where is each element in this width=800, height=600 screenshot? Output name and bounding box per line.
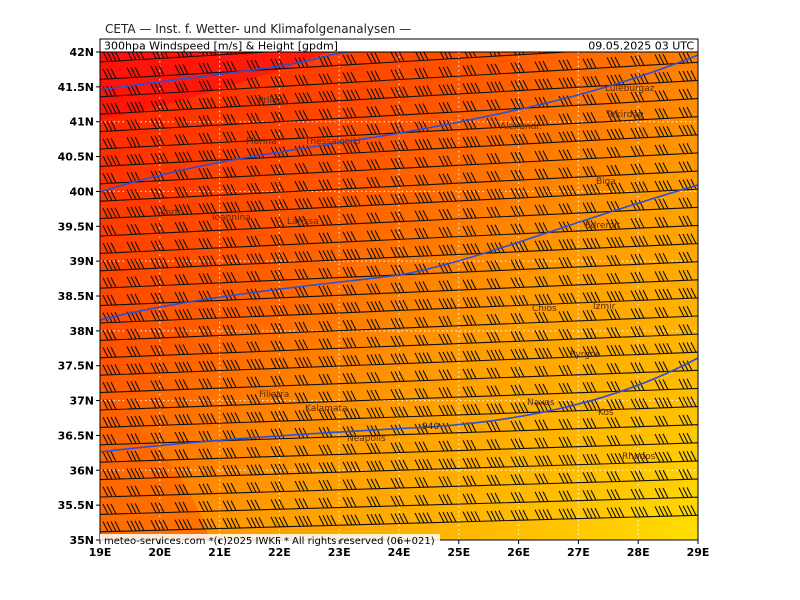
barb-row bbox=[100, 52, 276, 63]
lat-label: 36.5N bbox=[58, 429, 94, 442]
city-label: Neapolis bbox=[347, 434, 386, 444]
city-label: Biga bbox=[596, 177, 616, 187]
city-label: Izmir bbox=[593, 302, 616, 312]
city-label: Thessaloniki bbox=[305, 137, 361, 147]
barb-row bbox=[100, 432, 698, 463]
lat-label: 37N bbox=[69, 395, 94, 408]
lat-label: 36N bbox=[69, 464, 94, 477]
footer: meteo-services.com *(c)2025 IWKF * All r… bbox=[104, 536, 435, 547]
footer-bg bbox=[100, 534, 440, 546]
city-label: Larissa bbox=[287, 217, 319, 227]
city-label: Edremit bbox=[585, 221, 621, 231]
barb-row bbox=[100, 505, 698, 533]
grid bbox=[100, 52, 698, 540]
lat-label: 35.5N bbox=[58, 499, 94, 512]
city-label: Kalamata bbox=[305, 404, 348, 414]
lon-label: 19E bbox=[89, 546, 112, 559]
barb-row bbox=[100, 324, 698, 359]
lat-label: 38.5N bbox=[58, 290, 94, 303]
axes: 19E 20E 21E 22E 23E 24E 25E 26E 27E 28E 29E 42N 41.5… bbox=[58, 46, 710, 559]
plot: 940 bbox=[100, 52, 698, 540]
barb-row bbox=[100, 161, 698, 202]
barb-row bbox=[100, 378, 698, 411]
barb-row bbox=[100, 396, 698, 428]
barb-row bbox=[100, 306, 698, 341]
barb-row bbox=[100, 468, 698, 498]
city-label: Kos bbox=[598, 408, 614, 418]
lon-label: 26E bbox=[507, 546, 530, 559]
barb-row bbox=[100, 179, 698, 220]
lat-label: 37.5N bbox=[58, 360, 94, 373]
city-label: Korfu bbox=[160, 208, 184, 218]
product: 300hpa Windspeed [m/s] & Height [gpdm] bbox=[104, 40, 338, 53]
city-label: Alexandr. bbox=[500, 122, 543, 132]
lat-label: 40.5N bbox=[58, 151, 94, 164]
lon-label: 28E bbox=[627, 546, 650, 559]
institute: CETA — Inst. f. Wetter- und Klimafolgena… bbox=[105, 22, 411, 36]
barb-row bbox=[100, 450, 698, 481]
lat-label: 39N bbox=[69, 255, 94, 268]
barb-row bbox=[100, 342, 698, 376]
barb-row bbox=[100, 269, 698, 307]
lat-label: 38N bbox=[69, 325, 94, 338]
wind-barbs bbox=[100, 52, 698, 533]
city-label: Rhodos bbox=[622, 452, 656, 462]
city-label: Luleburgaz bbox=[605, 84, 655, 94]
lon-label: 22E bbox=[268, 546, 291, 559]
height-contours bbox=[100, 52, 698, 453]
lon-label: 25E bbox=[447, 546, 470, 559]
city-label: Prilep bbox=[258, 96, 284, 106]
city-label: Naxos bbox=[527, 398, 555, 408]
barb-row bbox=[100, 233, 698, 272]
contour-label: 940 bbox=[422, 422, 439, 432]
city-label: Ioannina bbox=[212, 213, 251, 223]
lon-label: 29E bbox=[687, 546, 710, 559]
valid-time: 09.05.2025 03 UTC bbox=[588, 40, 694, 53]
lat-label: 41.5N bbox=[58, 81, 94, 94]
lon-label: 23E bbox=[328, 546, 351, 559]
lon-label: 24E bbox=[388, 546, 411, 559]
barb-row bbox=[100, 88, 698, 133]
barb-row bbox=[100, 360, 698, 394]
barb-row bbox=[100, 487, 698, 515]
barb-row bbox=[100, 124, 698, 167]
lat-label: 41N bbox=[69, 116, 94, 129]
city-label: Filiatra bbox=[259, 390, 290, 400]
lat-label: 35N bbox=[69, 534, 94, 547]
barb-row bbox=[100, 52, 698, 98]
barb-row bbox=[100, 287, 698, 324]
city-label: Tekirdag bbox=[606, 110, 644, 120]
lat-label: 42N bbox=[69, 46, 94, 59]
lat-label: 39.5N bbox=[58, 220, 94, 233]
city-label: Florina bbox=[246, 137, 277, 147]
lon-label: 27E bbox=[567, 546, 590, 559]
lat-label: 40N bbox=[69, 185, 94, 198]
lon-label: 21E bbox=[208, 546, 231, 559]
city-label: Chios bbox=[532, 304, 557, 314]
lon-label: 20E bbox=[148, 546, 171, 559]
city-label: Pyrgos bbox=[570, 350, 601, 360]
